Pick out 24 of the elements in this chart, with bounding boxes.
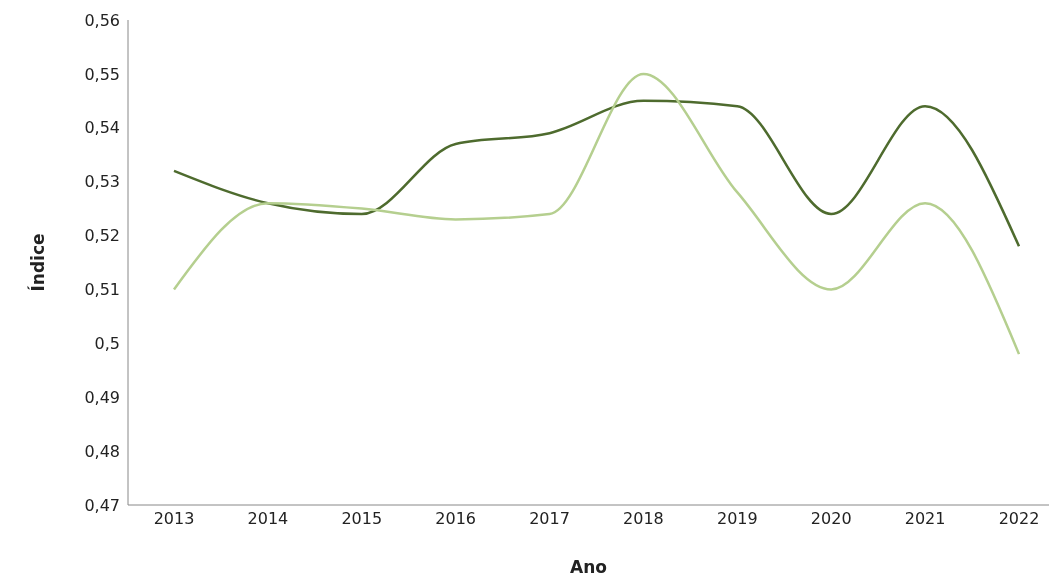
y-tick-label: 0,55 (84, 64, 120, 84)
y-tick-label: 0,48 (84, 441, 120, 461)
x-tick-label: 2016 (435, 509, 477, 529)
line-series (172, 72, 1021, 356)
x-tick-label: 2014 (247, 509, 289, 529)
x-tick-label: 2017 (529, 509, 570, 529)
x-tick-label: 2015 (341, 509, 383, 529)
y-tick-label: 0,56 (84, 10, 120, 30)
x-axis-title: Ano (570, 557, 607, 577)
x-tick-label: 2022 (998, 509, 1040, 529)
x-tick-label: 2013 (153, 509, 195, 529)
y-axis-title: Índice (27, 233, 49, 292)
y-tick-label: 0,47 (84, 495, 120, 515)
x-tick-label: 2018 (623, 509, 664, 529)
y-tick-label: 0,51 (84, 280, 120, 300)
y-tick-label: 0,54 (84, 118, 120, 138)
x-tick-label: 2020 (810, 509, 852, 529)
y-tick-label: 0,49 (84, 387, 120, 407)
y-tick-label: 0,52 (84, 226, 120, 246)
line-series (172, 99, 1021, 248)
y-tick-label: 0,53 (84, 172, 120, 192)
x-tick-label: 2019 (716, 509, 758, 529)
x-tick-label: 2021 (904, 509, 946, 529)
y-tick-label: 0,5 (94, 334, 120, 354)
